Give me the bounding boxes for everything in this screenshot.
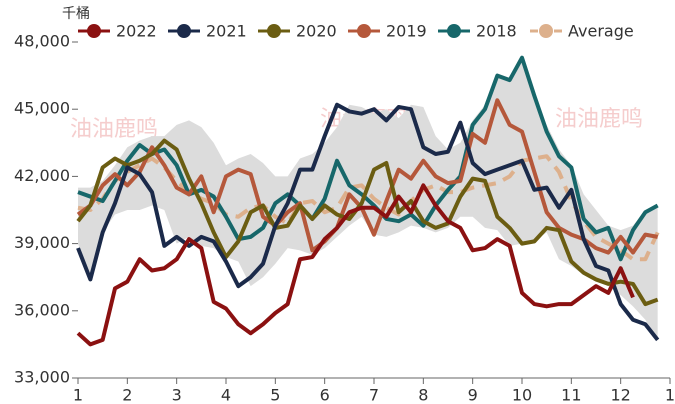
x-tick-label: 11 <box>561 386 581 404</box>
series-line <box>76 102 660 342</box>
unit-label: 千桶 <box>62 6 90 22</box>
series-line <box>76 98 659 255</box>
x-tick-label: 6 <box>320 386 330 404</box>
y-tick-label: 48,000 <box>14 32 70 51</box>
legend-label: Average <box>568 22 634 41</box>
legend-marker <box>87 24 101 38</box>
watermark: 油油鹿鸣 <box>70 117 158 142</box>
y-tick-label: 45,000 <box>14 99 70 118</box>
x-tick-label: 1 <box>665 386 675 404</box>
legend-marker <box>539 24 553 38</box>
x-tick-label: 2 <box>122 386 132 404</box>
series-line <box>76 138 659 307</box>
x-tick-label: 10 <box>512 386 532 404</box>
series-line <box>77 154 660 262</box>
watermark: 油油鹿鸣 <box>555 107 643 132</box>
x-tick-label: 5 <box>270 386 280 404</box>
x-tick-label: 7 <box>369 386 379 404</box>
x-tick-label: 1 <box>73 386 83 404</box>
series-line <box>76 183 635 347</box>
legend-label: 2019 <box>386 22 427 41</box>
x-tick-label: 8 <box>418 386 428 404</box>
y-tick-label: 33,000 <box>14 368 70 387</box>
x-tick-label: 12 <box>610 386 630 404</box>
y-tick-label: 42,000 <box>14 166 70 185</box>
legend-marker <box>267 24 281 38</box>
x-tick-label: 4 <box>221 386 231 404</box>
x-tick-label: 9 <box>468 386 478 404</box>
x-tick-label: 3 <box>172 386 182 404</box>
legend-label: 2022 <box>116 22 157 41</box>
legend-label: 2018 <box>476 22 517 41</box>
y-tick-label: 36,000 <box>14 300 70 319</box>
legend-marker <box>177 24 191 38</box>
series-line <box>77 55 659 262</box>
y-tick-label: 39,000 <box>14 233 70 252</box>
legend-label: 2021 <box>206 22 247 41</box>
legend-label: 2020 <box>296 22 337 41</box>
legend-marker <box>447 24 461 38</box>
legend-marker <box>357 24 371 38</box>
